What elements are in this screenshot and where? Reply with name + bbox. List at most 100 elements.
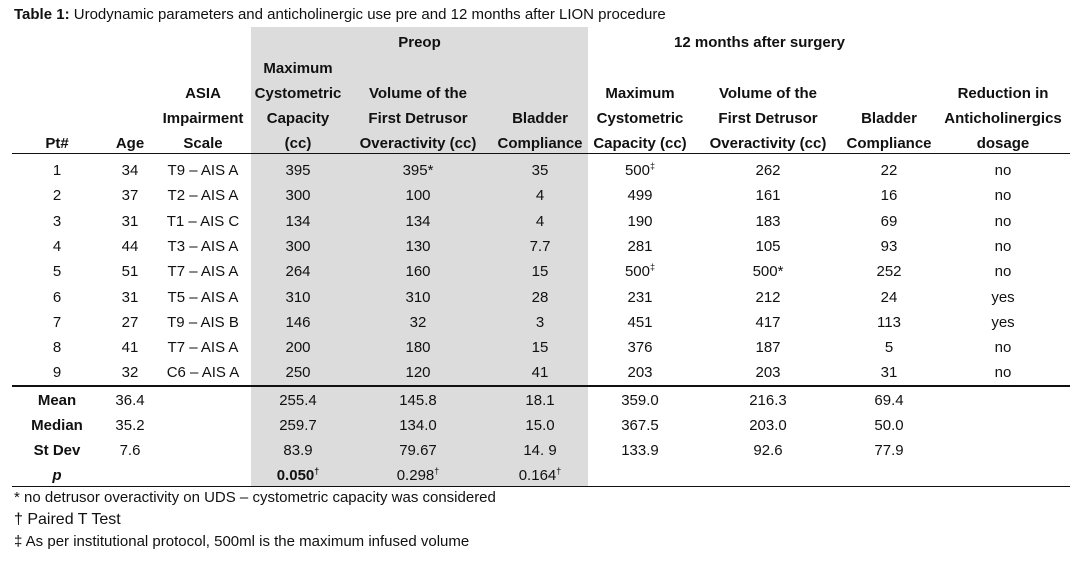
table-cell: 212 — [755, 288, 781, 306]
column-header-line: Reduction in — [957, 85, 1049, 102]
table-cell: 134 — [405, 212, 431, 230]
table-cell: 187 — [755, 339, 781, 357]
stat-cell: 0.050† — [276, 466, 320, 485]
table-cell: 28 — [531, 288, 549, 306]
stat-cell: 14. 9 — [523, 442, 557, 459]
table-cell: 300 — [285, 237, 311, 255]
table-cell: 252 — [876, 263, 902, 281]
stat-cell: 83.9 — [283, 442, 313, 459]
table-cell: 15 — [531, 339, 549, 357]
table-cell: 51 — [121, 263, 139, 281]
table-cell: 451 — [627, 313, 653, 331]
table-cell: 203 — [755, 364, 781, 382]
table-cell: 395* — [402, 162, 434, 179]
table-cell: 3 — [52, 212, 62, 230]
column-header-line: Impairment — [162, 110, 244, 127]
column-header-line: Capacity (cc) — [593, 135, 687, 152]
stat-cell: 367.5 — [621, 417, 659, 434]
table-cell: 250 — [285, 364, 311, 382]
column-header-line: (cc) — [284, 135, 312, 152]
stat-cell: 0.164† — [518, 466, 562, 485]
table-cell: 1 — [52, 162, 62, 179]
stat-cell: 216.3 — [749, 392, 787, 409]
column-header-line: Age — [115, 135, 145, 152]
table-cell: 183 — [755, 212, 781, 230]
column-header-line: Cystometric — [254, 85, 342, 102]
column-header-line: Volume of the — [368, 85, 468, 102]
table-cell: yes — [991, 313, 1015, 331]
table-cell: T2 – AIS A — [167, 187, 239, 205]
table-cell: 160 — [405, 263, 431, 281]
stat-cell: 145.8 — [399, 392, 437, 409]
stat-label: p — [52, 467, 62, 484]
stat-cell: 133.9 — [621, 442, 659, 459]
column-header-line: Bladder — [861, 110, 917, 127]
table-cell: 264 — [285, 263, 311, 281]
preop-shading — [251, 27, 588, 486]
table-cell: no — [994, 187, 1012, 205]
table-cell: 231 — [627, 288, 653, 306]
table-cell: 417 — [755, 313, 781, 331]
stat-cell: 92.6 — [753, 442, 783, 459]
table-cell: 130 — [405, 237, 431, 255]
table-cell: no — [994, 364, 1012, 382]
table-cell: 500‡ — [624, 262, 656, 281]
table-cell: T9 – AIS A — [167, 162, 239, 179]
stat-cell: 77.9 — [874, 442, 904, 459]
table-cell: 500* — [752, 263, 784, 281]
stat-cell: 50.0 — [874, 417, 904, 434]
stats-rule — [12, 385, 1070, 387]
table-cell: 161 — [755, 187, 781, 205]
column-header-line: First Detrusor — [718, 110, 818, 127]
header-rule — [12, 153, 1070, 154]
stat-cell: 134.0 — [399, 417, 437, 434]
stat-cell: 69.4 — [874, 392, 904, 409]
column-header-line: ASIA — [185, 85, 221, 102]
table-cell: 100 — [405, 187, 431, 205]
bottom-rule — [12, 486, 1070, 487]
group-header-12-months: 12 months after surgery — [674, 34, 845, 51]
table-cell: 41 — [121, 339, 139, 357]
table-cell: 376 — [627, 339, 653, 357]
column-header-line: Anticholinergics — [944, 110, 1062, 127]
table-cell: 499 — [627, 187, 653, 205]
table-cell: no — [994, 339, 1012, 357]
stat-label: Mean — [37, 392, 77, 409]
table-cell: 5 — [884, 339, 894, 357]
table-cell: 500‡ — [624, 161, 656, 180]
table-cell: 35 — [531, 162, 549, 179]
table-cell: 32 — [409, 313, 427, 331]
table-cell: 262 — [755, 162, 781, 179]
footnote-max-volume: ‡ As per institutional protocol, 500ml i… — [14, 533, 470, 550]
stat-cell: 7.6 — [119, 442, 141, 459]
table-cell: no — [994, 212, 1012, 230]
footnote-paired-t-test: † Paired T Test — [14, 511, 121, 528]
column-header-line: Volume of the — [718, 85, 818, 102]
table-cell: 31 — [121, 288, 139, 306]
table-cell: 6 — [52, 288, 62, 306]
table-cell: 4 — [535, 212, 545, 230]
stat-cell: 36.4 — [115, 392, 145, 409]
table-cell: T1 – AIS C — [166, 212, 240, 230]
table-cell: 134 — [285, 212, 311, 230]
table-cell: 203 — [627, 364, 653, 382]
table-cell: 9 — [52, 364, 62, 382]
table-cell: 4 — [52, 237, 62, 255]
table-cell: C6 – AIS A — [166, 364, 240, 382]
caption-text: Urodynamic parameters and anticholinergi… — [69, 6, 666, 23]
table-cell: 113 — [877, 313, 901, 331]
stat-label: St Dev — [33, 442, 81, 459]
table-cell: 146 — [285, 313, 311, 331]
table-cell: 15 — [531, 263, 549, 281]
stat-cell: 79.67 — [399, 442, 437, 459]
table-cell: 24 — [880, 288, 898, 306]
stat-cell: 203.0 — [749, 417, 787, 434]
table-cell: 395 — [285, 162, 311, 179]
table-cell: 8 — [52, 339, 62, 357]
table-cell: 31 — [880, 364, 898, 382]
stat-cell: 259.7 — [279, 417, 317, 434]
table-cell: 37 — [121, 187, 139, 205]
table-cell: 7.7 — [529, 237, 551, 255]
caption-label: Table 1: — [14, 6, 70, 23]
table-cell: 22 — [880, 162, 898, 179]
